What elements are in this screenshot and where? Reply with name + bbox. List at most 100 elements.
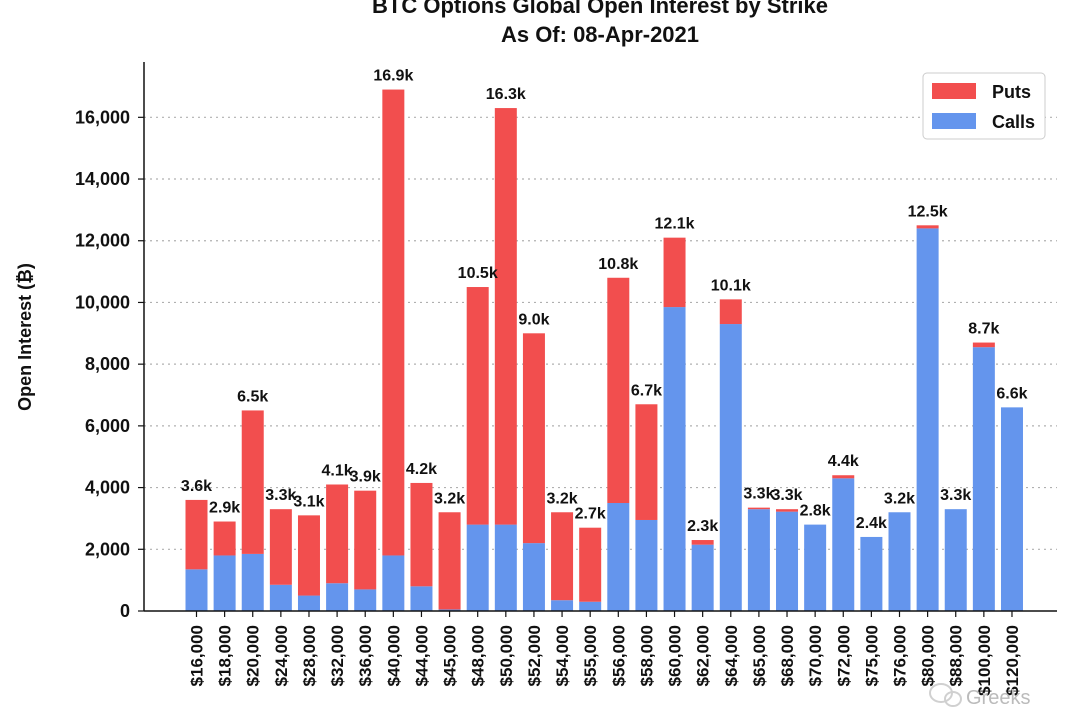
legend: Puts Calls [922, 72, 1046, 140]
bar-total-label: 3.2k [884, 490, 915, 507]
x-tick-label: $52,000 [525, 625, 544, 686]
x-tick-label: $58,000 [637, 625, 656, 686]
x-tick-label: $48,000 [469, 625, 488, 686]
bars [185, 89, 1023, 611]
bar-calls [466, 524, 489, 611]
y-axis-label: Open Interest (₿) [15, 263, 35, 411]
bar-total-label: 4.4k [828, 453, 859, 470]
y-tick-label: 6,000 [85, 416, 130, 436]
bar-calls [354, 589, 377, 611]
bar-total-label: 12.1k [655, 216, 695, 233]
bar-total-label: 10.5k [458, 265, 498, 282]
bar-total-label: 2.4k [856, 515, 887, 532]
bar-calls [635, 519, 658, 611]
bar-calls [776, 511, 799, 611]
bar-total-label: 3.2k [546, 490, 577, 507]
x-tick-label: $76,000 [891, 625, 910, 686]
watermark-text: Greeks [966, 687, 1030, 709]
bar-puts [494, 108, 517, 525]
x-tick-label: $36,000 [356, 625, 375, 686]
bar-puts [832, 475, 855, 479]
bar-calls [860, 536, 883, 611]
bar-puts [551, 512, 574, 601]
y-ticks: 0 2,000 4,000 6,000 8,000 10,000 12,000 14,000 1… [75, 107, 144, 621]
x-tick-label: $75,000 [862, 625, 881, 686]
bar-total-label: 10.8k [598, 256, 638, 273]
bar-total-label: 10.1k [711, 277, 751, 294]
bar-calls [382, 555, 405, 611]
bar-puts [747, 507, 770, 510]
bar-total-label: 3.1k [293, 493, 324, 510]
bar-calls [607, 503, 630, 611]
bar-total-label: 6.5k [237, 388, 268, 405]
bar-total-label: 3.3k [743, 486, 774, 503]
bar-total-label: 2.7k [575, 506, 606, 523]
x-tick-label: $16,000 [188, 625, 207, 686]
x-tick-label: $40,000 [384, 625, 403, 686]
legend-swatch-calls [932, 113, 976, 129]
bar-total-label: 2.8k [800, 503, 831, 520]
bar-labels: 3.6k2.9k6.5k3.3k3.1k4.1k3.9k16.9k4.2k3.2… [181, 68, 1028, 535]
x-tick-label: $68,000 [778, 625, 797, 686]
legend-label-calls: Calls [992, 112, 1035, 132]
bar-total-label: 3.3k [940, 487, 971, 504]
bar-calls [269, 584, 292, 611]
bar-puts [213, 521, 236, 556]
bar-total-label: 4.1k [322, 462, 353, 479]
bar-total-label: 4.2k [406, 461, 437, 478]
bar-puts [382, 89, 405, 556]
bar-total-label: 3.9k [350, 469, 381, 486]
bar-puts [241, 410, 264, 554]
bar-total-label: 3.3k [771, 487, 802, 504]
bar-calls [410, 586, 433, 611]
bar-puts [663, 237, 686, 308]
legend-swatch-puts [932, 83, 976, 99]
bar-total-label: 2.3k [687, 518, 718, 535]
y-tick-label: 12,000 [75, 231, 130, 251]
bar-total-label: 16.9k [373, 68, 413, 85]
bar-total-label: 16.3k [486, 86, 526, 103]
bar-puts [776, 509, 799, 512]
bar-total-label: 3.2k [434, 490, 465, 507]
x-tick-label: $20,000 [244, 625, 263, 686]
bar-calls [326, 583, 349, 611]
x-tick-label: $55,000 [581, 625, 600, 686]
bar-total-label: 12.5k [908, 203, 948, 220]
bar-puts [522, 333, 545, 544]
bar-puts [579, 527, 602, 602]
x-tick-label: $80,000 [919, 625, 938, 686]
bar-calls [438, 609, 461, 611]
bar-calls [916, 228, 939, 611]
bar-puts [972, 342, 995, 348]
x-tick-label: $45,000 [441, 625, 460, 686]
chart-title-group: BTC Options Global Open Interest by Stri… [372, 0, 828, 47]
x-tick-label: $24,000 [272, 625, 291, 686]
x-tick-label: $18,000 [216, 625, 235, 686]
x-tick-label: $54,000 [553, 625, 572, 686]
bar-calls [494, 524, 517, 611]
x-tick-label: $120,000 [1003, 625, 1022, 696]
bar-calls [691, 544, 714, 611]
bar-calls [719, 324, 742, 611]
x-tick-label: $100,000 [975, 625, 994, 696]
x-tick-label: $62,000 [694, 625, 713, 686]
bar-calls [551, 600, 574, 611]
bar-puts [466, 287, 489, 525]
bar-puts [354, 490, 377, 590]
y-tick-label: 8,000 [85, 354, 130, 374]
bar-calls [522, 543, 545, 611]
x-tick-label: $50,000 [497, 625, 516, 686]
bar-calls [579, 601, 602, 611]
chart-subtitle: As Of: 08-Apr-2021 [501, 22, 699, 47]
bar-total-label: 8.7k [968, 321, 999, 338]
x-ticks: $16,000 $18,000 $20,000 $24,000 $28,000 $32,0… [188, 611, 1022, 696]
axes [143, 62, 1057, 612]
y-tick-label: 2,000 [85, 539, 130, 559]
y-tick-label: 10,000 [75, 292, 130, 312]
watermark: Greeks [929, 683, 1030, 709]
y-tick-label: 14,000 [75, 169, 130, 189]
chart-title: BTC Options Global Open Interest by Stri… [372, 0, 828, 18]
y-tick-label: 4,000 [85, 478, 130, 498]
bar-calls [663, 307, 686, 611]
